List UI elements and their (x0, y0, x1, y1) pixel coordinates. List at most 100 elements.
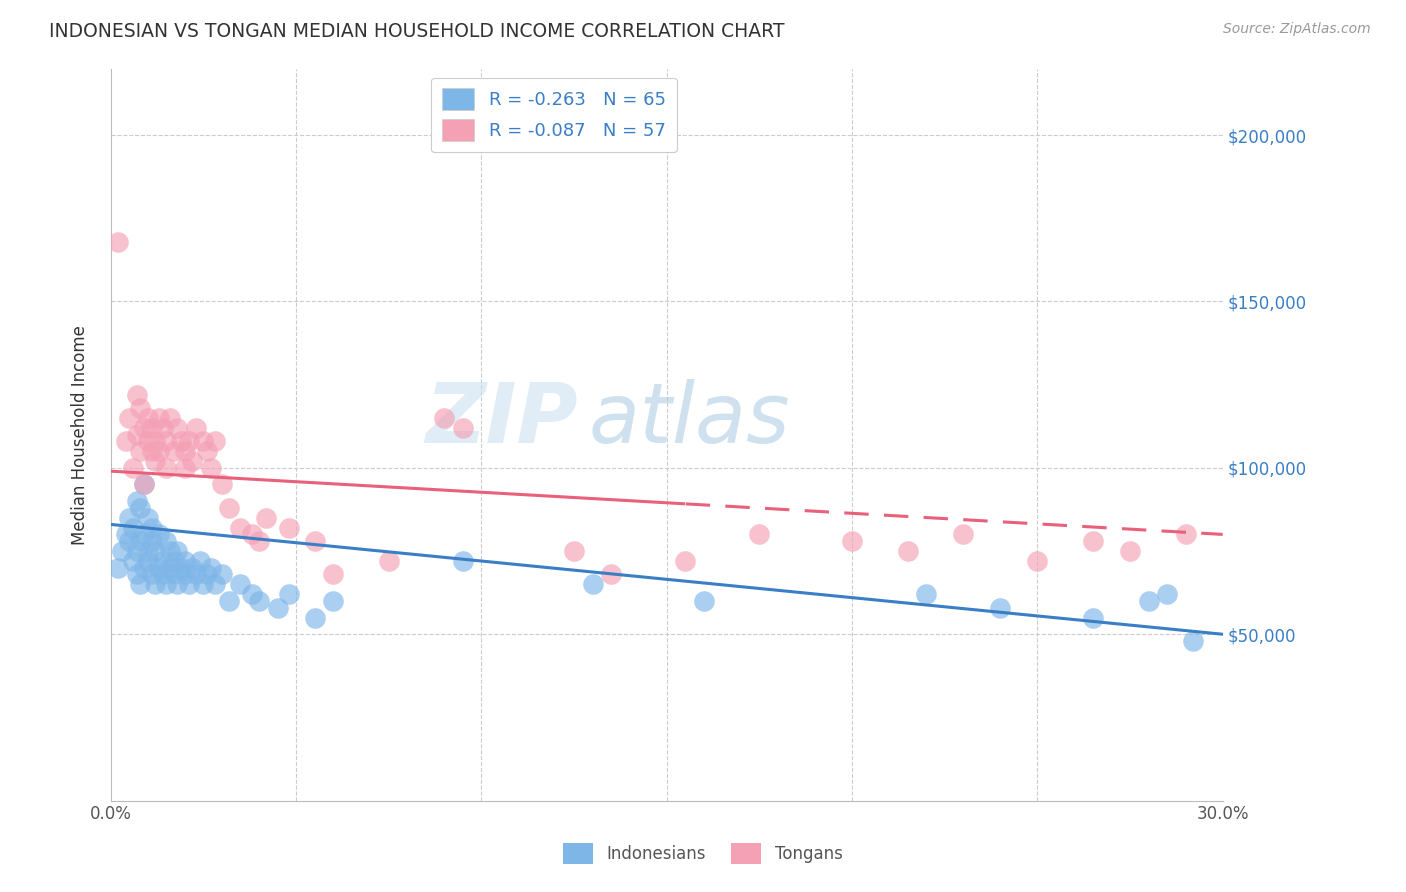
Legend: Indonesians, Tongans: Indonesians, Tongans (557, 837, 849, 871)
Point (134, 477, 156, 491)
Point (204, 434, 226, 449)
Point (174, 554, 197, 568)
Point (111, 544, 134, 558)
Point (148, 560, 170, 574)
Point (122, 521, 145, 535)
Point (1156, 587, 1178, 601)
Point (129, 534, 152, 549)
Point (143, 544, 166, 558)
Point (141, 521, 163, 535)
Point (134, 527, 156, 541)
Point (125, 494, 148, 508)
Point (136, 544, 159, 558)
Point (897, 544, 920, 558)
Point (166, 421, 188, 435)
Point (218, 594, 240, 608)
Point (1026, 554, 1049, 568)
Point (841, 534, 863, 549)
Point (107, 235, 129, 249)
Point (277, 521, 299, 535)
Point (129, 444, 152, 458)
Point (125, 427, 148, 442)
Point (136, 510, 159, 524)
Point (304, 534, 326, 549)
Point (211, 567, 233, 582)
Point (155, 460, 177, 475)
Point (143, 434, 166, 449)
Point (107, 560, 129, 574)
Text: INDONESIAN VS TONGAN MEDIAN HOUSEHOLD INCOME CORRELATION CHART: INDONESIAN VS TONGAN MEDIAN HOUSEHOLD IN… (49, 22, 785, 41)
Point (166, 544, 188, 558)
Point (114, 527, 136, 541)
Point (193, 577, 215, 591)
Point (184, 567, 207, 582)
Point (193, 434, 215, 449)
Point (184, 421, 207, 435)
Point (952, 527, 974, 541)
Point (136, 434, 159, 449)
Point (118, 534, 141, 549)
Text: atlas: atlas (589, 379, 790, 460)
Point (195, 567, 218, 582)
Point (1119, 544, 1142, 558)
Point (915, 587, 938, 601)
Point (125, 387, 148, 401)
Point (1137, 594, 1160, 608)
Point (218, 500, 240, 515)
Point (1182, 633, 1205, 648)
Point (163, 554, 186, 568)
Point (240, 527, 263, 541)
Point (129, 401, 152, 415)
Point (159, 544, 181, 558)
Point (170, 434, 193, 449)
Point (166, 577, 188, 591)
Point (148, 444, 170, 458)
Point (174, 460, 197, 475)
Point (254, 510, 277, 524)
Point (181, 454, 204, 468)
Point (988, 600, 1011, 615)
Point (177, 434, 200, 449)
Point (204, 577, 226, 591)
Point (1081, 610, 1104, 624)
Point (451, 554, 474, 568)
Text: Source: ZipAtlas.com: Source: ZipAtlas.com (1223, 22, 1371, 37)
Point (277, 587, 299, 601)
Point (229, 521, 252, 535)
Point (159, 560, 181, 574)
Point (143, 454, 166, 468)
Point (177, 577, 200, 591)
Point (247, 534, 270, 549)
Point (125, 544, 148, 558)
Point (155, 534, 177, 549)
Legend: R = -0.263   N = 65, R = -0.087   N = 57: R = -0.263 N = 65, R = -0.087 N = 57 (432, 78, 676, 153)
Point (134, 560, 156, 574)
Point (159, 411, 181, 425)
Point (1081, 534, 1104, 549)
Point (163, 567, 186, 582)
Point (152, 567, 174, 582)
Point (125, 567, 148, 582)
Point (134, 477, 156, 491)
Point (118, 411, 141, 425)
Point (129, 577, 152, 591)
Point (200, 560, 222, 574)
Point (141, 534, 163, 549)
Point (581, 577, 603, 591)
Point (1174, 527, 1197, 541)
Text: ZIP: ZIP (425, 379, 578, 460)
Point (673, 554, 696, 568)
Point (693, 594, 716, 608)
Point (152, 421, 174, 435)
Point (211, 477, 233, 491)
Point (562, 544, 585, 558)
Point (174, 567, 197, 582)
Point (136, 411, 159, 425)
Point (195, 444, 218, 458)
Point (266, 600, 288, 615)
Point (155, 434, 177, 449)
Point (600, 567, 623, 582)
Point (155, 577, 177, 591)
Point (118, 510, 141, 524)
Point (114, 434, 136, 449)
